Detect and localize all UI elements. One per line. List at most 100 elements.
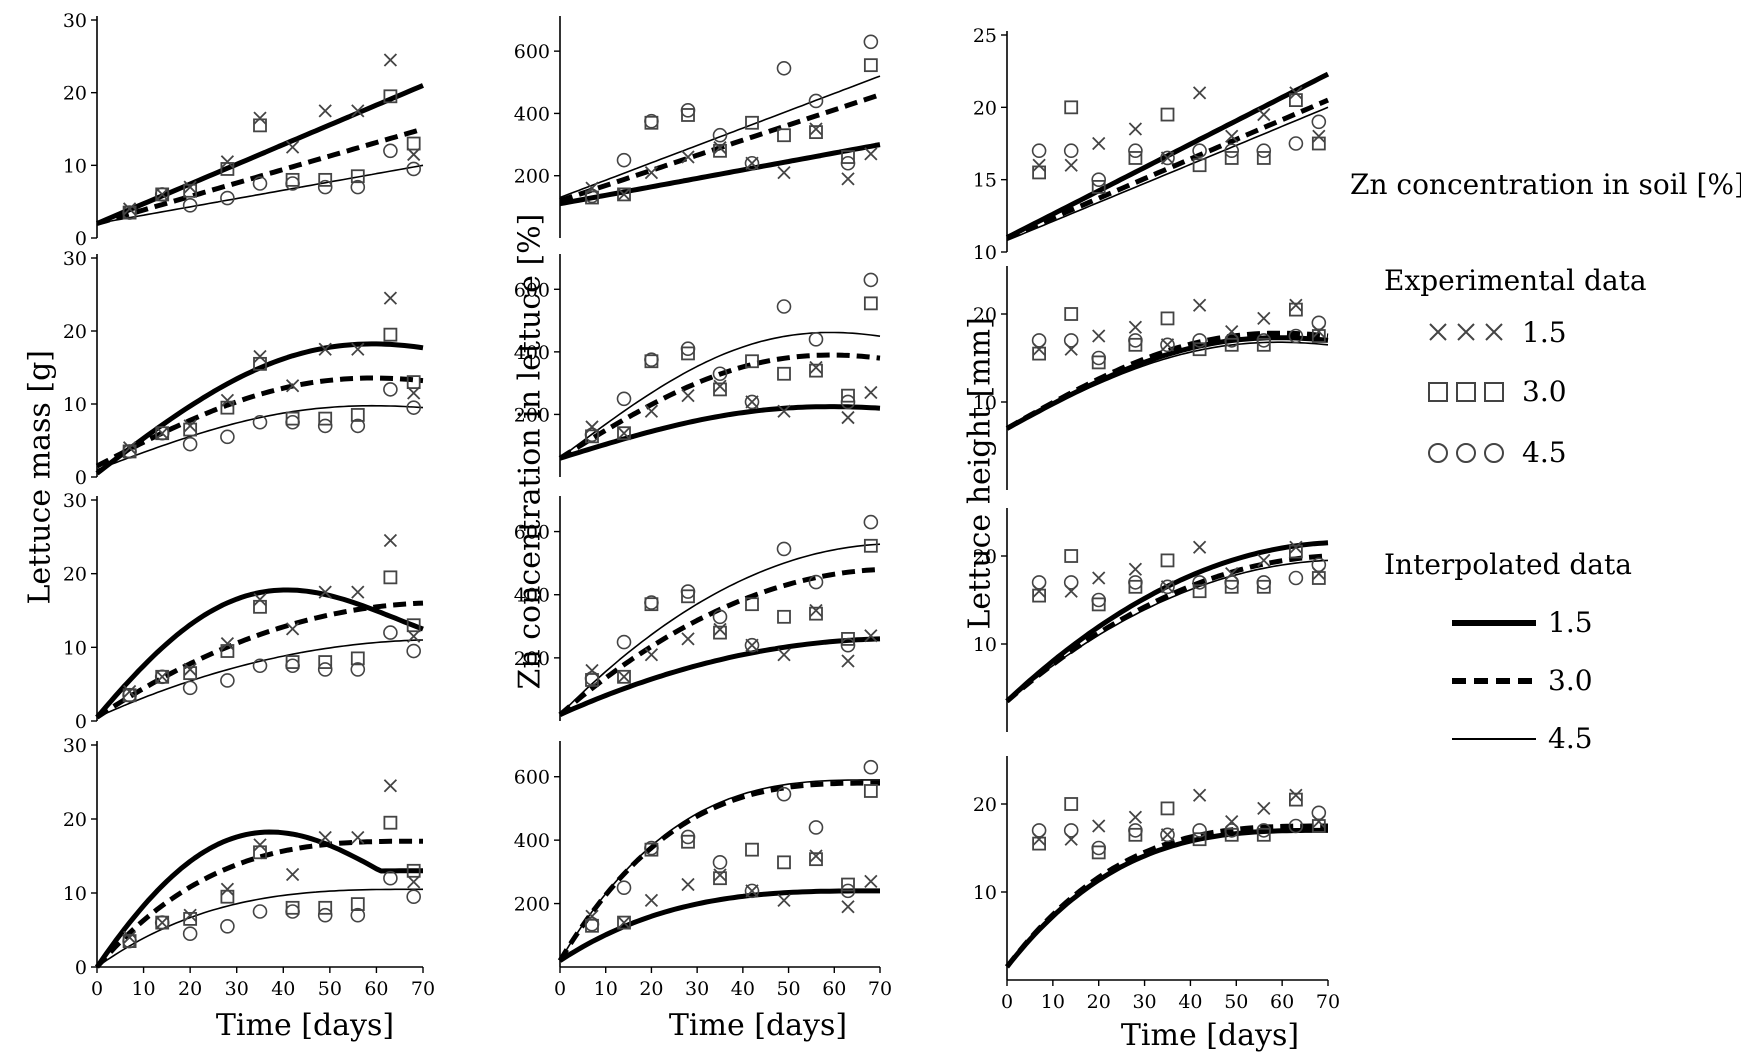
y-tick-label: 200	[514, 166, 550, 188]
point-x	[1092, 136, 1106, 151]
panel-3-4: 10 20 0 10 20 30 40 50 60 70	[973, 756, 1340, 1013]
point-x	[745, 156, 759, 170]
point-circle	[712, 609, 728, 625]
x-tick-label: 0	[1001, 991, 1013, 1013]
point-circle	[285, 658, 300, 674]
panel-1-4: 0 10 20 30 0 10 20 30 40 50 60 70	[63, 735, 435, 1000]
point-circle	[1031, 575, 1047, 590]
point-x	[351, 104, 365, 118]
point-x	[1192, 298, 1207, 312]
y-tick-label: 400	[514, 342, 550, 364]
x-tick-label: 20	[178, 978, 202, 1000]
point-circle	[383, 382, 398, 397]
point-square	[383, 327, 398, 342]
point-x	[644, 404, 659, 418]
point-x	[351, 585, 365, 599]
point-x	[745, 884, 759, 898]
point-circle	[406, 889, 421, 905]
point-x	[183, 662, 197, 677]
point-circle	[317, 907, 333, 923]
y-tick-label: 30	[63, 490, 87, 512]
legend-marker-label-4-5: 4.5	[1522, 436, 1567, 469]
point-x	[253, 838, 267, 852]
fit-line-1-5	[1005, 827, 1328, 969]
x-marker-icon	[1429, 322, 1503, 341]
y-tick-label: 10	[973, 882, 997, 904]
point-square	[318, 411, 333, 426]
point-x	[617, 187, 631, 202]
x-tick-label: 70	[868, 978, 892, 1000]
point-square	[253, 118, 267, 133]
point-x	[777, 648, 791, 662]
y-tick-label: 20	[973, 97, 997, 119]
y-tick-label: 10	[973, 634, 997, 656]
y-tick-label: 15	[973, 170, 997, 192]
point-square	[285, 655, 300, 669]
point-x	[841, 410, 855, 425]
point-square	[1064, 307, 1079, 321]
point-circle	[1224, 333, 1239, 348]
point-square	[863, 296, 878, 311]
fit-line-1-5	[559, 404, 881, 461]
fit-line-4-5	[559, 75, 881, 199]
x-tick-label: 60	[822, 978, 846, 1000]
point-square	[745, 597, 759, 612]
x-tick-label: 70	[1316, 991, 1340, 1013]
point-square	[1160, 801, 1175, 816]
point-x	[864, 874, 878, 889]
point-square	[1032, 165, 1046, 180]
point-circle	[1031, 823, 1047, 838]
col2-xlabel: Time [days]	[668, 1008, 848, 1043]
point-circle	[285, 176, 300, 191]
fit-line-3-0	[1005, 823, 1328, 969]
fit-line-3-0	[1005, 330, 1329, 431]
point-square	[1091, 355, 1106, 370]
point-x	[809, 122, 823, 136]
point-x	[1257, 801, 1271, 816]
point-square	[1224, 827, 1239, 842]
point-square	[220, 889, 235, 904]
point-x	[155, 187, 169, 202]
legend-experimental-title: Experimental data	[1384, 264, 1647, 297]
point-square	[1160, 553, 1175, 568]
y-tick-label: 10	[63, 155, 87, 177]
y-tick-label: 20	[63, 321, 87, 343]
point-circle	[744, 883, 760, 899]
point-square	[809, 125, 823, 140]
point-circle	[1224, 143, 1239, 159]
point-x	[407, 386, 421, 400]
x-tick-label: 40	[1178, 991, 1202, 1013]
point-circle	[1091, 350, 1107, 366]
point-square	[617, 187, 631, 202]
point-circle	[1288, 570, 1304, 586]
point-x	[1092, 329, 1106, 343]
point-x	[383, 291, 398, 305]
point-square	[1256, 151, 1271, 165]
point-square	[681, 834, 695, 849]
x-tick-label: 10	[131, 978, 155, 1000]
x-tick-label: 30	[1132, 991, 1156, 1013]
point-x	[809, 849, 823, 863]
point-circle	[1224, 823, 1239, 838]
point-circle	[712, 127, 728, 143]
point-x	[777, 165, 791, 180]
fit-line-3-0	[557, 780, 880, 963]
point-circle	[220, 673, 235, 688]
point-square	[1064, 100, 1079, 115]
fit-line-3-0	[558, 352, 881, 461]
y-tick-label: 10	[63, 883, 87, 905]
point-square	[841, 877, 855, 892]
point-circle	[122, 933, 137, 949]
point-square	[863, 538, 878, 553]
point-x	[1092, 571, 1106, 585]
point-circle	[285, 414, 300, 430]
x-tick-label: 60	[1270, 991, 1294, 1013]
point-x	[383, 779, 398, 793]
point-circle	[863, 34, 879, 50]
point-circle	[220, 429, 235, 445]
point-square	[253, 599, 267, 614]
circle-marker-icon	[1428, 442, 1504, 463]
point-circle	[744, 394, 760, 410]
point-x	[1289, 540, 1303, 554]
